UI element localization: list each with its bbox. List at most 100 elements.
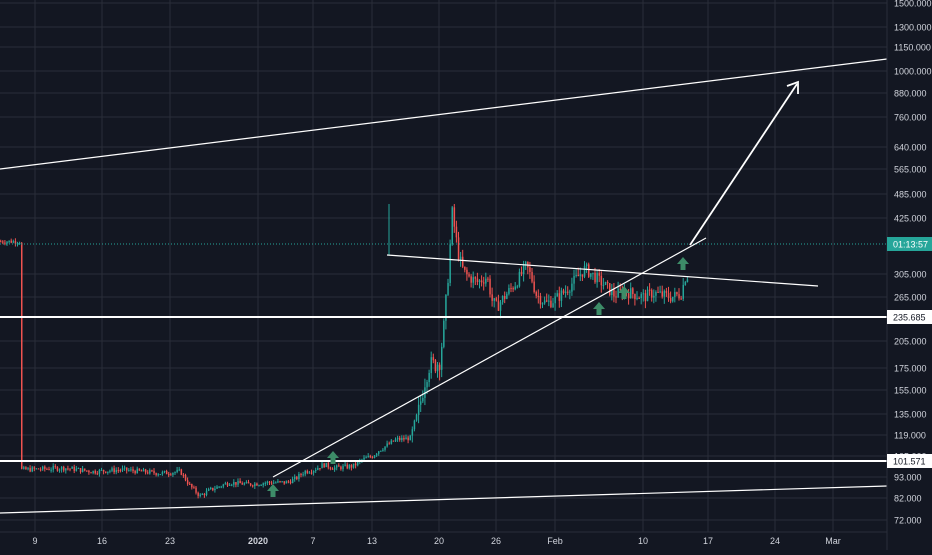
candle-body (636, 298, 638, 300)
candle-body (338, 465, 340, 467)
candle-body (646, 289, 649, 302)
candle-body (686, 279, 689, 283)
candle-body (588, 264, 590, 277)
candle-body (543, 300, 546, 304)
candle-body (149, 470, 151, 474)
candle-body (231, 484, 233, 486)
candle-body (180, 469, 183, 475)
x-tick-label: 16 (97, 536, 107, 546)
candle-body (665, 290, 668, 293)
lower-channel-line (0, 485, 888, 514)
candle-body (119, 470, 122, 472)
candle-body (136, 468, 138, 474)
candle-body (550, 300, 552, 308)
candle-body (294, 476, 296, 479)
candle-body (63, 466, 65, 471)
candle-body (585, 264, 588, 266)
candle-body (462, 256, 464, 267)
candle-body (75, 468, 78, 471)
candle-body (426, 382, 428, 388)
candle-body (413, 420, 416, 430)
candle-body (58, 469, 61, 471)
candle-body (661, 291, 663, 297)
descending-trendline (386, 254, 819, 287)
candle-body (88, 470, 90, 473)
candle-body (163, 471, 166, 473)
candle-body (205, 490, 208, 496)
candle-body (60, 466, 63, 470)
y-tick-label: 565.000 (894, 165, 927, 175)
support-label-lower: 101.571 (893, 457, 926, 467)
candle-body (396, 437, 399, 440)
x-tick-label: 2020 (248, 536, 268, 546)
candle-body (121, 468, 124, 471)
candle-body (579, 274, 582, 277)
candle-body (182, 474, 185, 476)
candle-body (233, 482, 235, 485)
up-arrow-marker (618, 286, 630, 299)
candle-body (10, 240, 12, 243)
candle-body (67, 468, 69, 470)
candle-body (363, 457, 365, 460)
candle-body (638, 298, 640, 300)
candle-body (676, 292, 678, 295)
candle-body (403, 438, 405, 440)
candle-body (382, 449, 384, 451)
candle-body (134, 471, 136, 474)
candle-body (86, 470, 88, 472)
candle-body (569, 291, 571, 293)
candle-body (449, 244, 451, 283)
candle-body (264, 482, 267, 484)
candle-body (222, 484, 225, 487)
candle-body (273, 482, 275, 484)
candle-body (684, 282, 687, 285)
candle-body (317, 468, 319, 470)
candle-body (132, 469, 134, 472)
candle-body (50, 469, 52, 471)
candle-body (44, 466, 46, 469)
candle-body (346, 464, 348, 469)
annotations (0, 58, 888, 514)
candle-body (296, 476, 298, 480)
candle-body (659, 291, 661, 293)
candle-body (323, 463, 325, 468)
candle-body (96, 473, 99, 475)
candle-body (594, 272, 596, 283)
candle-body (138, 468, 141, 471)
candle-body (123, 467, 126, 469)
candle-body (522, 264, 525, 275)
candle-body (480, 280, 483, 283)
candle-body (651, 290, 653, 298)
candle-body (655, 291, 657, 296)
candle-body (52, 466, 54, 470)
candle-body (373, 455, 376, 458)
candle-body (495, 298, 498, 301)
projection-arrow-line (689, 83, 798, 246)
candle-body (25, 467, 27, 470)
candle-body (6, 241, 8, 244)
candle-body (312, 470, 315, 473)
candle-body (388, 443, 390, 445)
candle-body (270, 482, 273, 484)
candle-body (184, 474, 187, 481)
candle-body (392, 440, 395, 442)
candle-body (298, 474, 300, 480)
candle-body (554, 296, 556, 304)
candle-body (203, 494, 206, 496)
candle-body (226, 483, 229, 486)
candle-body (98, 469, 101, 474)
projection-arrow-head (786, 80, 799, 94)
candle-body (632, 288, 634, 295)
support-label-upper: 235.685 (893, 313, 926, 323)
candle-body (319, 468, 321, 470)
y-tick-label: 1000.000 (894, 67, 932, 77)
candle-body (573, 275, 575, 284)
candle-body (8, 240, 10, 242)
candle-body (394, 439, 397, 442)
candle-body (615, 296, 617, 298)
candle-body (37, 468, 40, 470)
candle-body (634, 294, 636, 300)
